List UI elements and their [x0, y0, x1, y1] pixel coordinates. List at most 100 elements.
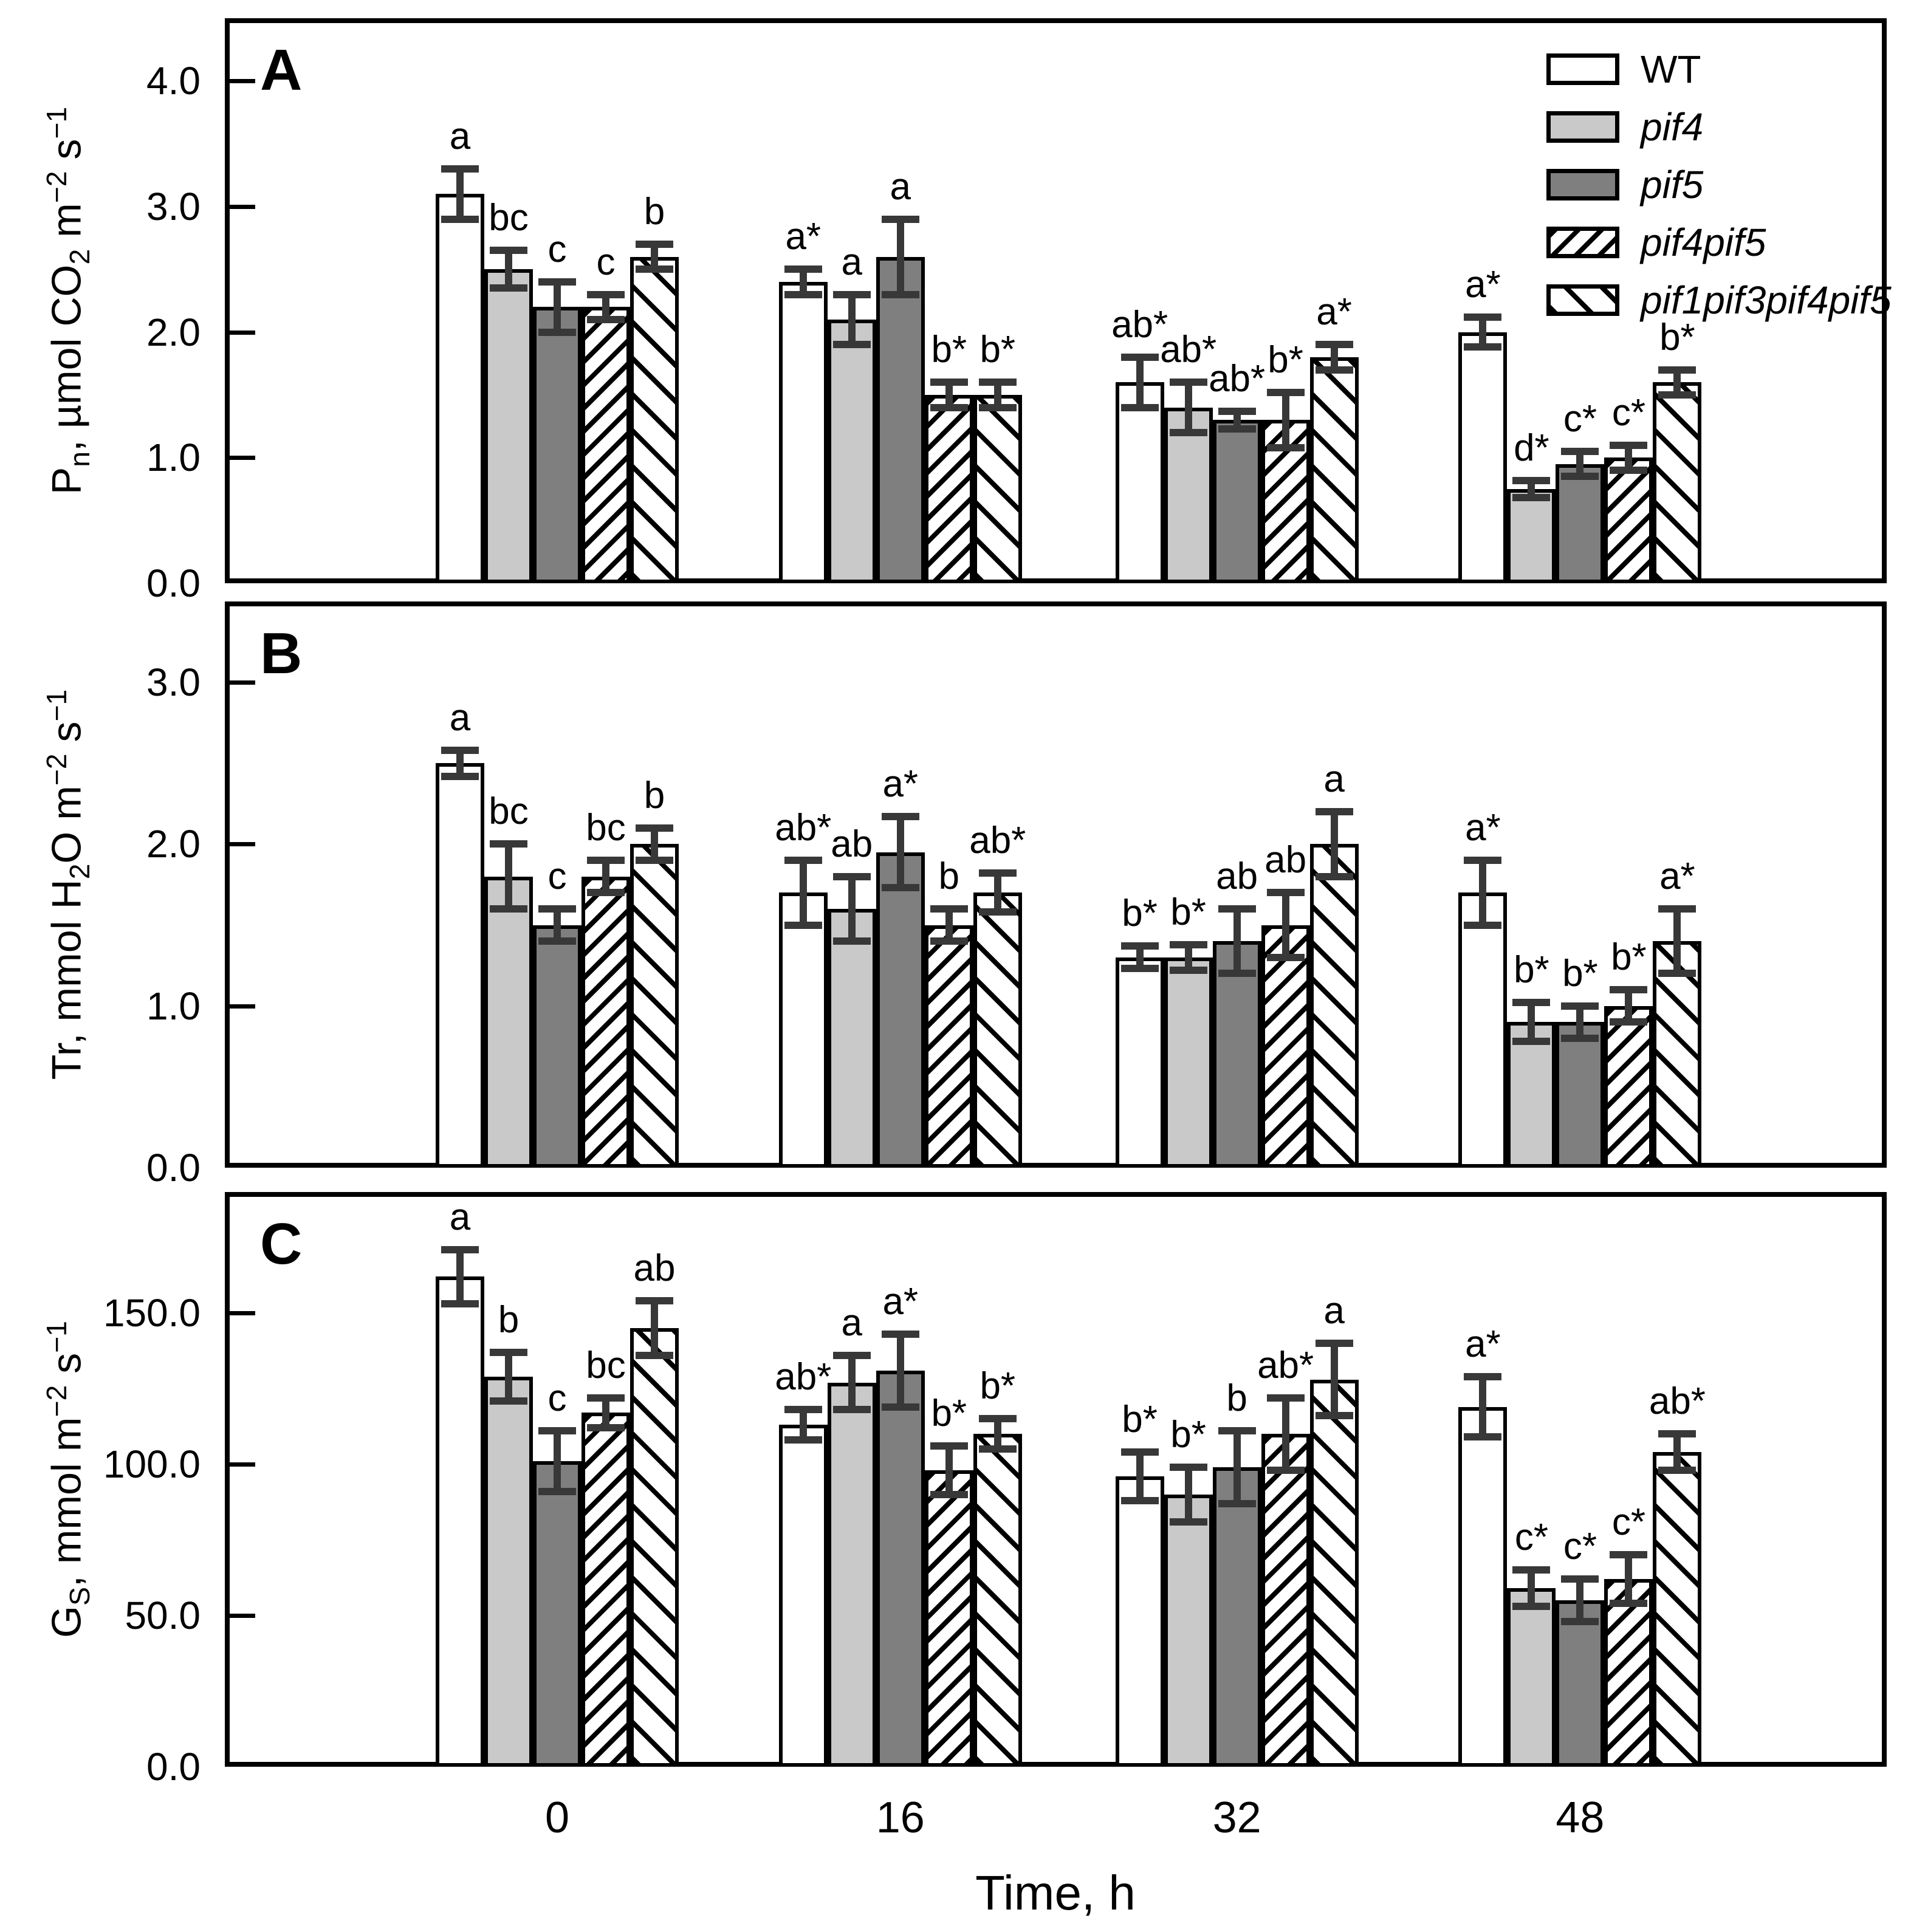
error-cap-top-WT-t0	[441, 1245, 479, 1253]
sig-label-WT-t48: a*	[1465, 807, 1501, 849]
panel-A-ytick-label: 2.0	[146, 310, 201, 354]
sig-label-WT-t48: a*	[1465, 263, 1501, 306]
error-cap-bottom-WT-t16	[784, 290, 822, 298]
error-cap-top-pif4-t16	[832, 1351, 871, 1359]
bar-pif4pif5-t0	[582, 876, 630, 1168]
panel-B-ytick-label: 2.0	[146, 822, 201, 866]
bar-pif1pif3pif4pif5-t32	[1309, 1379, 1359, 1767]
y-axis-title-part: s	[43, 1352, 90, 1385]
error-cap-top-WT-t32	[1120, 354, 1159, 361]
sig-label-pif4pif5-t48: b*	[1611, 936, 1647, 979]
error-cap-top-pif4pif5-t16	[930, 905, 968, 913]
error-cap-bottom-pif4-t16	[832, 341, 871, 349]
error-bar-pif4-t32	[1184, 382, 1192, 433]
error-bar-WT-t48	[1479, 317, 1487, 348]
bar-pif5-t0	[533, 1461, 582, 1767]
error-cap-bottom-pif4-t0	[490, 905, 527, 913]
sig-label-WT-t0: a	[449, 115, 471, 157]
error-cap-bottom-pif4pif5-t32	[1266, 953, 1305, 961]
error-cap-top-pif1pif3pif4pif5-t32	[1315, 808, 1353, 816]
bar-pif5-t16	[876, 1370, 925, 1767]
error-cap-top-pif5-t48	[1561, 1575, 1599, 1583]
error-cap-bottom-pif5-t32	[1218, 425, 1256, 433]
error-bar-pif5-t0	[554, 282, 561, 332]
error-cap-top-pif4-t32	[1169, 379, 1207, 386]
bar-pif5-t16	[876, 852, 925, 1168]
sig-label-pif4-t0: b	[498, 1298, 520, 1341]
sig-label-pif1pif3pif4pif5-t0: ab	[633, 1247, 676, 1290]
panel-A-ytick	[230, 330, 255, 335]
panel-A-ytick-label: 3.0	[146, 185, 201, 228]
error-cap-top-pif4pif5-t16	[930, 379, 968, 386]
legend-label-pif4: pif4	[1641, 105, 1704, 149]
error-bar-WT-t32	[1136, 1452, 1144, 1501]
error-bar-pif4-t16	[848, 1355, 856, 1410]
sig-label-pif4-t16: ab	[831, 823, 873, 865]
legend-swatch-WT	[1546, 53, 1619, 85]
bar-WT-t48	[1458, 892, 1508, 1168]
error-cap-bottom-pif4-t0	[490, 284, 527, 292]
sig-label-pif1pif3pif4pif5-t16: ab*	[969, 820, 1026, 862]
error-cap-bottom-WT-t0	[441, 772, 479, 780]
xtick-label-32: 32	[1212, 1793, 1261, 1842]
bar-WT-t48	[1458, 1406, 1508, 1767]
bar-pif5-t0	[533, 307, 582, 583]
error-bar-WT-t0	[456, 169, 464, 219]
error-bar-pif4pif5-t32	[1281, 1397, 1289, 1471]
error-bar-pif4pif5-t48	[1625, 990, 1633, 1023]
error-cap-top-pif4-t32	[1169, 940, 1207, 948]
sig-label-WT-t0: a	[449, 1196, 471, 1238]
bar-pif1pif3pif4pif5-t0	[630, 844, 679, 1168]
bar-pif5-t32	[1212, 420, 1261, 583]
error-cap-bottom-pif4pif5-t0	[587, 316, 625, 323]
error-cap-bottom-pif4-t32	[1169, 1518, 1207, 1526]
error-cap-bottom-WT-t16	[784, 1436, 822, 1444]
sig-label-pif4-t32: ab*	[1160, 329, 1217, 371]
error-bar-pif5-t16	[896, 817, 904, 888]
error-bar-pif5-t0	[554, 1431, 561, 1492]
error-cap-top-pif5-t32	[1218, 407, 1256, 415]
error-cap-top-WT-t32	[1120, 1448, 1159, 1456]
error-cap-top-WT-t16	[784, 857, 822, 865]
error-cap-bottom-pif4-t0	[490, 1397, 527, 1405]
error-bar-pif1pif3pif4pif5-t0	[651, 827, 658, 861]
error-cap-top-pif5-t48	[1561, 1002, 1599, 1010]
bar-WT-t32	[1115, 957, 1164, 1168]
error-bar-pif1pif3pif4pif5-t16	[993, 382, 1001, 408]
sig-label-pif1pif3pif4pif5-t16: b*	[980, 329, 1016, 371]
bar-pif4-t0	[484, 1376, 533, 1767]
bar-pif1pif3pif4pif5-t0	[630, 256, 679, 583]
error-cap-top-pif5-t16	[881, 215, 919, 223]
sig-label-pif1pif3pif4pif5-t32: a*	[1316, 291, 1352, 334]
error-cap-top-pif1pif3pif4pif5-t16	[978, 869, 1017, 877]
sig-label-pif4pif5-t32: ab*	[1257, 1344, 1314, 1386]
bar-WT-t0	[436, 763, 484, 1168]
error-cap-bottom-pif1pif3pif4pif5-t0	[636, 857, 673, 865]
bar-WT-t16	[778, 282, 828, 583]
error-cap-top-pif4-t0	[490, 247, 527, 255]
bar-WT-t32	[1115, 382, 1164, 583]
sig-label-pif5-t16: a	[890, 165, 911, 208]
panel-A-letter: A	[260, 38, 303, 103]
sig-label-WT-t32: ab*	[1111, 304, 1168, 346]
sig-label-pif1pif3pif4pif5-t32: a	[1323, 758, 1345, 801]
sig-label-pif4pif5-t0: c	[596, 241, 616, 283]
sig-label-pif1pif3pif4pif5-t48: a*	[1659, 855, 1695, 897]
error-bar-pif5-t48	[1576, 1005, 1584, 1038]
error-cap-bottom-pif1pif3pif4pif5-t48	[1658, 970, 1697, 978]
error-cap-top-pif1pif3pif4pif5-t16	[978, 379, 1017, 386]
sig-label-pif1pif3pif4pif5-t48: ab*	[1649, 1380, 1706, 1423]
error-cap-top-pif4-t48	[1512, 476, 1551, 484]
error-bar-pif5-t16	[896, 219, 904, 295]
error-bar-pif5-t32	[1233, 1431, 1241, 1504]
panel-B-ytick	[230, 842, 255, 847]
error-cap-top-pif1pif3pif4pif5-t16	[978, 1415, 1017, 1423]
error-cap-bottom-pif5-t48	[1561, 1618, 1599, 1625]
panel-A-ytick	[230, 205, 255, 209]
bar-pif5-t48	[1556, 1022, 1605, 1168]
error-cap-top-WT-t16	[784, 1406, 822, 1414]
bar-pif4-t0	[484, 876, 533, 1168]
legend-label-pif4pif5: pif4pif5	[1641, 221, 1766, 264]
bar-pif4pif5-t32	[1261, 1434, 1310, 1767]
error-cap-bottom-pif1pif3pif4pif5-t16	[978, 1445, 1017, 1453]
